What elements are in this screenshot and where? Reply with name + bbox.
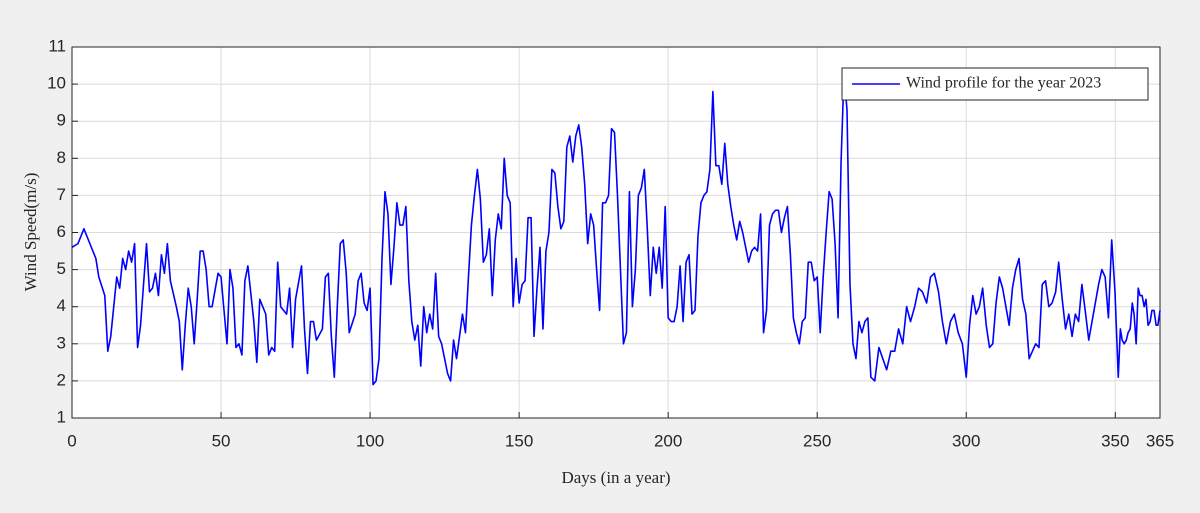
x-tick-label: 100: [356, 431, 384, 450]
y-tick-label: 10: [47, 74, 66, 93]
x-tick-label: 0: [67, 431, 76, 450]
y-tick-label: 6: [57, 222, 66, 241]
y-tick-label: 11: [48, 36, 66, 55]
x-tick-label: 365: [1146, 431, 1174, 450]
y-tick-label: 4: [57, 296, 66, 315]
x-tick-label: 250: [803, 431, 831, 450]
x-tick-label: 150: [505, 431, 533, 450]
y-tick-label: 3: [57, 333, 66, 352]
x-tick-label: 200: [654, 431, 682, 450]
y-tick-label: 1: [57, 407, 66, 426]
y-tick-label: 8: [57, 148, 66, 167]
x-tick-label: 50: [212, 431, 231, 450]
y-tick-label: 9: [57, 111, 66, 130]
x-axis-label: Days (in a year): [561, 468, 670, 487]
y-tick-label: 7: [57, 185, 66, 204]
x-tick-label: 300: [952, 431, 980, 450]
y-tick-label: 2: [57, 370, 66, 389]
y-axis-label: Wind Speed(m/s): [21, 173, 40, 292]
legend-label: Wind profile for the year 2023: [906, 75, 1101, 92]
y-tick-label: 5: [57, 259, 66, 278]
data-line: [71, 72, 1161, 386]
x-tick-label: 350: [1101, 431, 1129, 450]
plot-frame: [71, 46, 1161, 419]
